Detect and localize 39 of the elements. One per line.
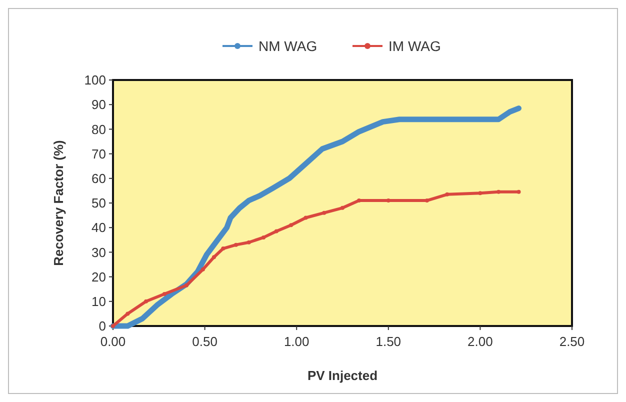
y-tick-label: 60 [92, 170, 106, 186]
y-tick-label: 40 [92, 220, 106, 236]
x-tick-label: 2.00 [468, 334, 493, 349]
legend-label: IM WAG [388, 38, 441, 54]
y-tick-label: 20 [92, 269, 106, 284]
y-tick-label: 90 [92, 97, 106, 112]
point [246, 240, 251, 244]
y-tick-label: 50 [92, 196, 106, 211]
point [445, 192, 450, 196]
x-tick-label: 1.50 [376, 334, 402, 349]
y-tick-label: 10 [92, 294, 106, 309]
y-tick-label: 70 [92, 146, 106, 162]
y-tick-label: 100 [84, 72, 106, 88]
point [304, 216, 308, 220]
point [234, 242, 238, 247]
point [289, 223, 294, 228]
x-axis-title: PV Injected [307, 368, 378, 383]
point [200, 267, 205, 272]
point [262, 235, 266, 240]
point [516, 190, 521, 194]
point [340, 206, 344, 210]
x-tick-label: 0.50 [192, 334, 218, 349]
point [212, 255, 216, 260]
point [126, 312, 130, 316]
point [221, 246, 226, 251]
legend-label: NM WAG [258, 38, 318, 54]
point [162, 292, 166, 296]
point [322, 210, 326, 215]
x-tick-label: 1.00 [284, 334, 310, 349]
y-axis-title: Recovery Factor (%) [51, 140, 66, 266]
point [496, 190, 501, 194]
x-tick-label: 2.50 [559, 334, 585, 349]
y-tick-label: 80 [92, 122, 106, 137]
point [144, 299, 148, 304]
x-tick-label: 0.00 [100, 334, 126, 349]
point [478, 191, 482, 196]
point [274, 229, 278, 234]
y-tick-label: 30 [92, 244, 106, 260]
y-tick-label: 0 [98, 318, 106, 334]
